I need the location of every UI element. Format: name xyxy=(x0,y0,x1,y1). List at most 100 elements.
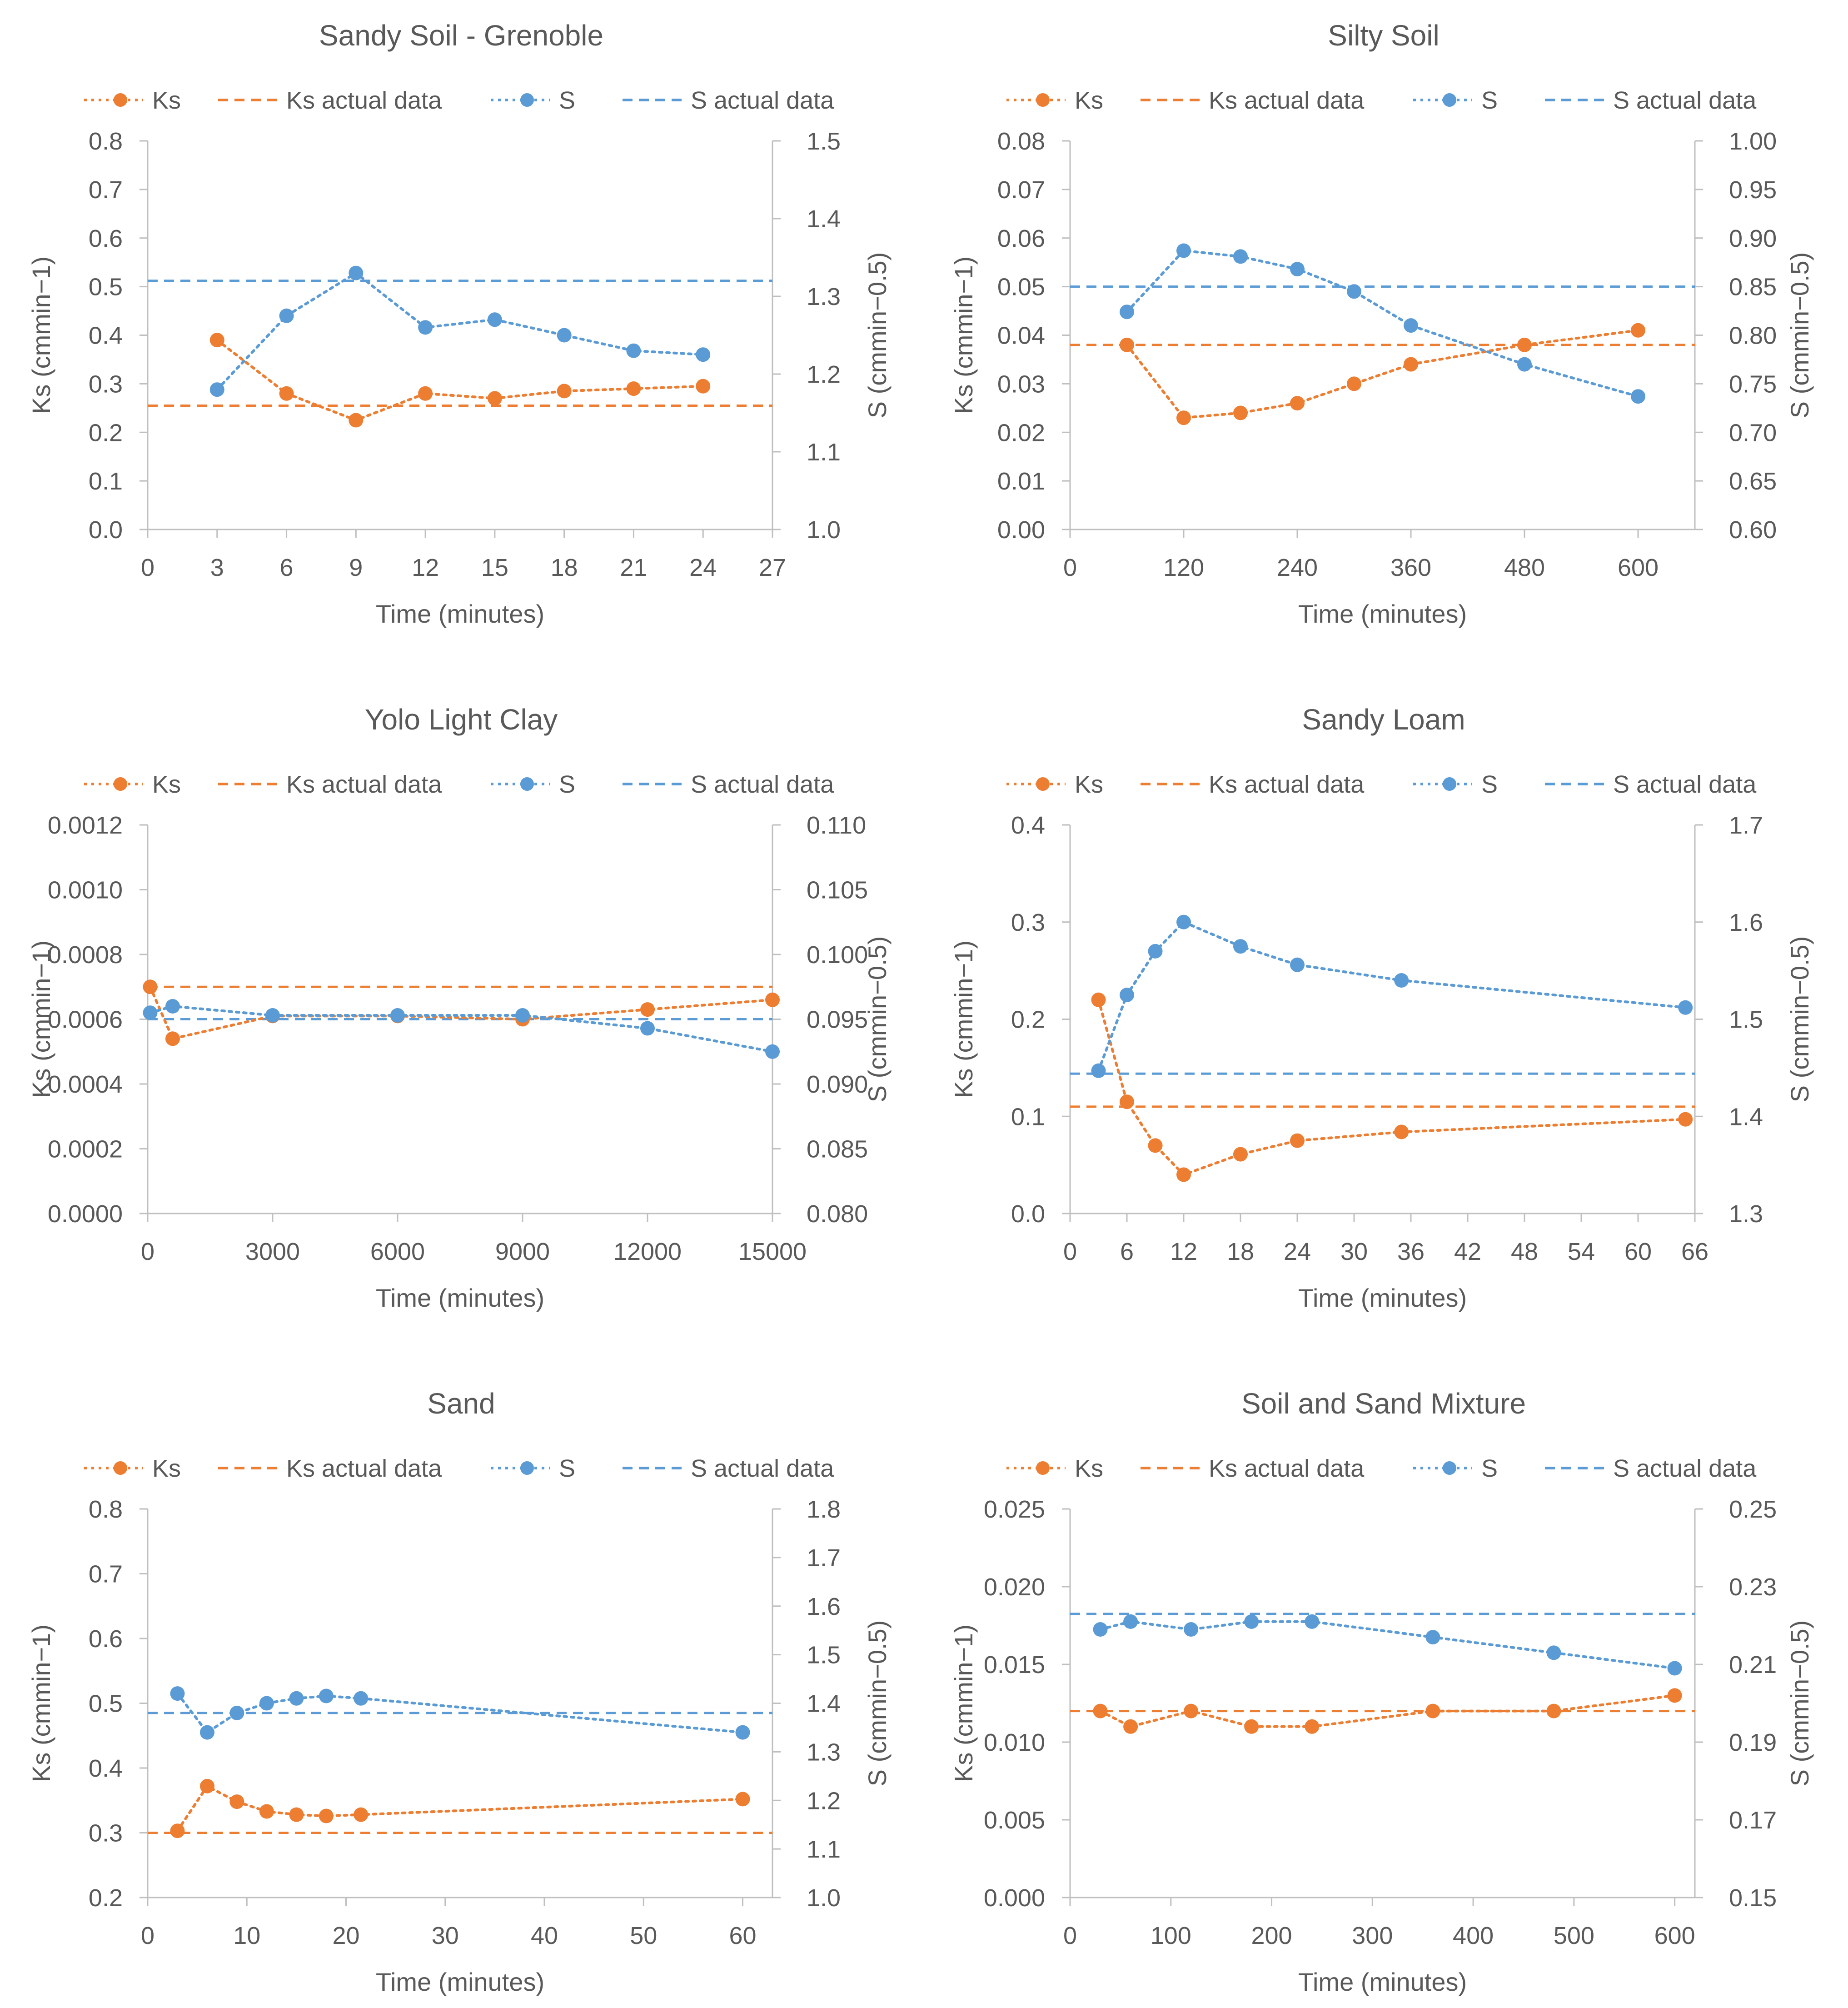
s-point xyxy=(259,1696,274,1711)
legend-label: Ks actual data xyxy=(286,87,442,114)
y-right-tick-label: 0.110 xyxy=(807,812,866,839)
y-left-tick-label: 0.6 xyxy=(89,1625,123,1653)
y-right-tick-label: 0.080 xyxy=(807,1200,868,1228)
ks-point xyxy=(1233,1147,1248,1162)
y-left-tick-label: 0.8 xyxy=(89,1496,123,1523)
s-point xyxy=(390,1008,405,1023)
legend-label: Ks xyxy=(152,87,181,114)
ks-point xyxy=(170,1823,185,1838)
s-point xyxy=(696,347,711,362)
s-point xyxy=(1184,1622,1199,1637)
series-ks xyxy=(1091,992,1693,1182)
x-tick-label: 40 xyxy=(531,1922,558,1949)
legend-s-actual: S actual data xyxy=(1545,771,1757,798)
y-left-tick-label: 0.05 xyxy=(997,274,1045,301)
y-left-tick-label: 0.0008 xyxy=(48,941,123,969)
series-ks xyxy=(1120,323,1645,425)
legend-ks: Ks xyxy=(1006,771,1103,798)
s-point xyxy=(1093,1622,1108,1637)
s-line xyxy=(1099,1620,1676,1670)
x-tick-label: 240 xyxy=(1277,554,1318,581)
y-right-tick-label: 1.3 xyxy=(1729,1200,1763,1228)
s-point xyxy=(765,1044,780,1059)
y-right-tick-label: 0.85 xyxy=(1729,274,1777,301)
y-left-axis-title: Ks (cmmin−1) xyxy=(27,940,55,1098)
s-point xyxy=(1347,284,1361,299)
y-left-tick-label: 0.010 xyxy=(984,1729,1045,1756)
legend: Ks Ks actual data S S actual data xyxy=(84,771,834,798)
s-point xyxy=(265,1008,280,1023)
chart-3: Yolo Light Clay Ks Ks actual data S S actual… xyxy=(27,703,892,1312)
x-tick-label: 9000 xyxy=(495,1238,550,1265)
legend-marker xyxy=(520,93,534,107)
legend-ks: Ks xyxy=(84,771,181,798)
ks-point xyxy=(1394,1124,1409,1139)
s-point xyxy=(229,1705,244,1720)
s-point xyxy=(1176,243,1191,258)
legend-label: S actual data xyxy=(1613,1455,1757,1482)
s-point xyxy=(1091,1063,1106,1078)
ks-point xyxy=(1290,396,1305,411)
ks-line xyxy=(1097,998,1687,1176)
x-tick-label: 10 xyxy=(233,1922,260,1949)
ks-point xyxy=(696,379,711,394)
x-tick-label: 600 xyxy=(1618,554,1659,581)
y-right-tick-label: 0.17 xyxy=(1729,1807,1777,1834)
y-left-tick-label: 0.0006 xyxy=(48,1006,123,1034)
x-tick-label: 6 xyxy=(1120,1238,1134,1265)
ks-point xyxy=(289,1807,304,1822)
s-point xyxy=(1404,318,1418,333)
x-axis-title: Time (minutes) xyxy=(1298,1968,1467,1996)
x-tick-label: 300 xyxy=(1352,1922,1393,1949)
y-left-tick-label: 0.025 xyxy=(984,1496,1045,1523)
y-right-tick-label: 1.3 xyxy=(807,1738,841,1766)
y-right-tick-label: 1.4 xyxy=(807,1690,841,1718)
s-point xyxy=(1123,1614,1138,1629)
s-point xyxy=(1425,1630,1440,1645)
y-right-axis-title: S (cmmin−0.5) xyxy=(863,936,892,1103)
s-point xyxy=(1517,357,1532,372)
series-s xyxy=(170,1686,750,1740)
y-right-tick-label: 0.95 xyxy=(1729,176,1777,204)
y-right-tick-label: 0.90 xyxy=(1729,225,1777,252)
x-tick-label: 60 xyxy=(729,1922,756,1949)
y-right-tick-label: 1.3 xyxy=(807,283,841,310)
series-s xyxy=(1120,243,1645,404)
legend-marker xyxy=(520,777,534,791)
y-right-tick-label: 0.75 xyxy=(1729,370,1777,398)
ks-line xyxy=(1099,1694,1676,1728)
legend-label: Ks actual data xyxy=(1209,771,1365,798)
y-right-axis-title: S (cmmin−0.5) xyxy=(1785,1620,1814,1787)
s-point xyxy=(209,382,224,397)
ks-point xyxy=(349,413,364,428)
ks-point xyxy=(1305,1719,1320,1734)
s-point xyxy=(1233,249,1248,264)
legend-label: S xyxy=(1481,771,1498,798)
y-right-tick-label: 0.100 xyxy=(807,941,868,969)
legend-label: Ks xyxy=(1075,87,1103,114)
ks-point xyxy=(640,1002,655,1017)
x-tick-label: 3000 xyxy=(245,1238,300,1265)
legend-ks-actual: Ks actual data xyxy=(218,87,442,114)
y-right-tick-label: 1.1 xyxy=(807,1836,841,1863)
legend-s-actual: S actual data xyxy=(623,1455,834,1482)
s-point xyxy=(1233,939,1248,954)
x-tick-label: 6000 xyxy=(370,1238,425,1265)
s-point xyxy=(165,999,180,1014)
legend-ks-actual: Ks actual data xyxy=(218,1455,442,1482)
legend-marker xyxy=(1036,93,1050,107)
legend-label: S actual data xyxy=(1613,87,1757,114)
s-point xyxy=(1394,973,1409,988)
x-tick-label: 30 xyxy=(1340,1238,1368,1265)
ks-point xyxy=(1120,337,1134,352)
legend-marker xyxy=(1036,1461,1050,1475)
x-tick-label: 12 xyxy=(412,554,439,581)
legend-marker xyxy=(1443,1461,1456,1475)
legend-label: S xyxy=(559,1455,575,1482)
legend-s: S xyxy=(491,87,575,114)
y-right-axis-title: S (cmmin−0.5) xyxy=(863,1620,892,1787)
legend-ks: Ks xyxy=(84,87,181,114)
y-right-tick-label: 1.6 xyxy=(1729,909,1763,936)
x-tick-label: 15 xyxy=(481,554,508,581)
